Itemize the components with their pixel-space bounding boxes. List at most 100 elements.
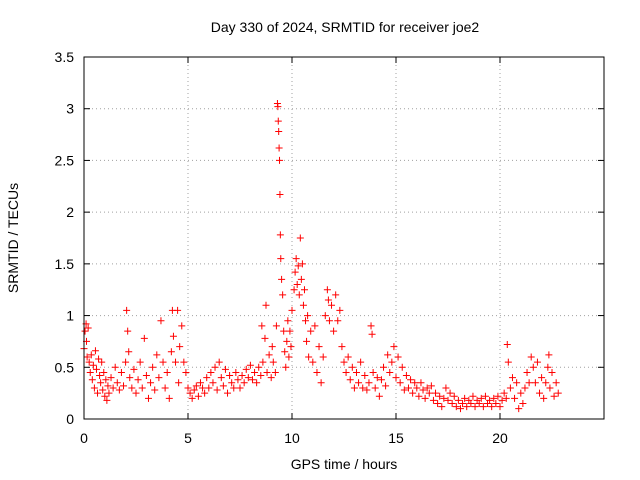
- data-point: [456, 405, 464, 413]
- data-point: [427, 382, 435, 390]
- data-point: [546, 384, 554, 392]
- data-point: [275, 127, 283, 135]
- data-point: [104, 382, 112, 390]
- data-point: [253, 379, 261, 387]
- data-point: [442, 384, 450, 392]
- data-point: [305, 353, 313, 361]
- data-point: [226, 372, 234, 380]
- data-point: [211, 363, 219, 371]
- data-point: [87, 351, 95, 359]
- data-point: [350, 384, 358, 392]
- data-point: [151, 386, 159, 394]
- data-point: [259, 358, 267, 366]
- data-point: [324, 296, 332, 304]
- data-point: [388, 358, 396, 366]
- data-point: [452, 403, 460, 411]
- data-point: [178, 322, 186, 330]
- data-point: [313, 368, 321, 376]
- data-point: [209, 379, 217, 387]
- data-point: [199, 384, 207, 392]
- data-point: [132, 389, 140, 397]
- data-point: [103, 396, 111, 404]
- data-point: [309, 358, 317, 366]
- data-point: [323, 286, 331, 294]
- data-point: [186, 389, 194, 397]
- data-point: [190, 386, 198, 394]
- data-point: [373, 374, 381, 382]
- data-point: [165, 394, 173, 402]
- data-point: [469, 392, 477, 400]
- data-point: [113, 379, 121, 387]
- x-tick-label: 10: [284, 430, 300, 446]
- data-point: [130, 365, 138, 373]
- data-point: [348, 363, 356, 371]
- data-point: [219, 382, 227, 390]
- data-point: [296, 234, 304, 242]
- data-point: [479, 403, 487, 411]
- data-point: [117, 368, 125, 376]
- data-point: [303, 337, 311, 345]
- data-point: [85, 358, 93, 366]
- data-point: [293, 281, 301, 289]
- data-point: [274, 117, 282, 125]
- data-point: [523, 368, 531, 376]
- data-point: [263, 368, 271, 376]
- data-point: [294, 262, 302, 270]
- data-point: [434, 399, 442, 407]
- data-point: [138, 384, 146, 392]
- data-point: [421, 394, 429, 402]
- data-point: [450, 392, 458, 400]
- data-point: [390, 343, 398, 351]
- data-point: [299, 301, 307, 309]
- data-point: [274, 103, 282, 111]
- x-axis-label: GPS time / hours: [291, 456, 398, 472]
- data-point: [492, 399, 500, 407]
- data-point: [276, 191, 284, 199]
- data-point: [159, 358, 167, 366]
- data-point: [161, 384, 169, 392]
- data-point: [554, 389, 562, 397]
- data-point: [194, 392, 202, 400]
- data-point: [268, 343, 276, 351]
- data-point: [404, 384, 412, 392]
- data-point: [201, 389, 209, 397]
- y-tick-label: 3: [66, 101, 74, 117]
- data-point: [157, 317, 165, 325]
- data-point: [552, 379, 560, 387]
- data-point: [525, 379, 533, 387]
- data-point: [98, 358, 106, 366]
- data-point: [96, 372, 104, 380]
- data-point: [279, 291, 287, 299]
- data-point: [346, 376, 354, 384]
- data-point: [481, 392, 489, 400]
- data-point: [257, 372, 265, 380]
- data-point: [513, 379, 521, 387]
- y-tick-label: 3.5: [55, 49, 75, 65]
- data-point: [283, 337, 291, 345]
- data-point: [407, 376, 415, 384]
- data-point: [436, 392, 444, 400]
- data-point: [290, 286, 298, 294]
- data-point: [280, 327, 288, 335]
- data-point: [182, 368, 190, 376]
- data-point: [432, 389, 440, 397]
- data-point: [265, 351, 273, 359]
- data-point: [90, 384, 98, 392]
- data-point: [477, 394, 485, 402]
- data-point: [369, 368, 377, 376]
- data-point: [95, 355, 103, 363]
- data-point: [319, 353, 327, 361]
- data-point: [258, 322, 266, 330]
- data-point: [94, 389, 102, 397]
- data-point: [334, 317, 342, 325]
- y-tick-label: 1.5: [55, 256, 75, 272]
- data-point: [315, 343, 323, 351]
- data-point: [100, 368, 108, 376]
- data-point: [488, 403, 496, 411]
- y-tick-label: 0.5: [55, 359, 75, 375]
- data-point: [365, 379, 373, 387]
- data-point: [180, 358, 188, 366]
- data-point: [267, 374, 275, 382]
- data-point: [287, 343, 295, 351]
